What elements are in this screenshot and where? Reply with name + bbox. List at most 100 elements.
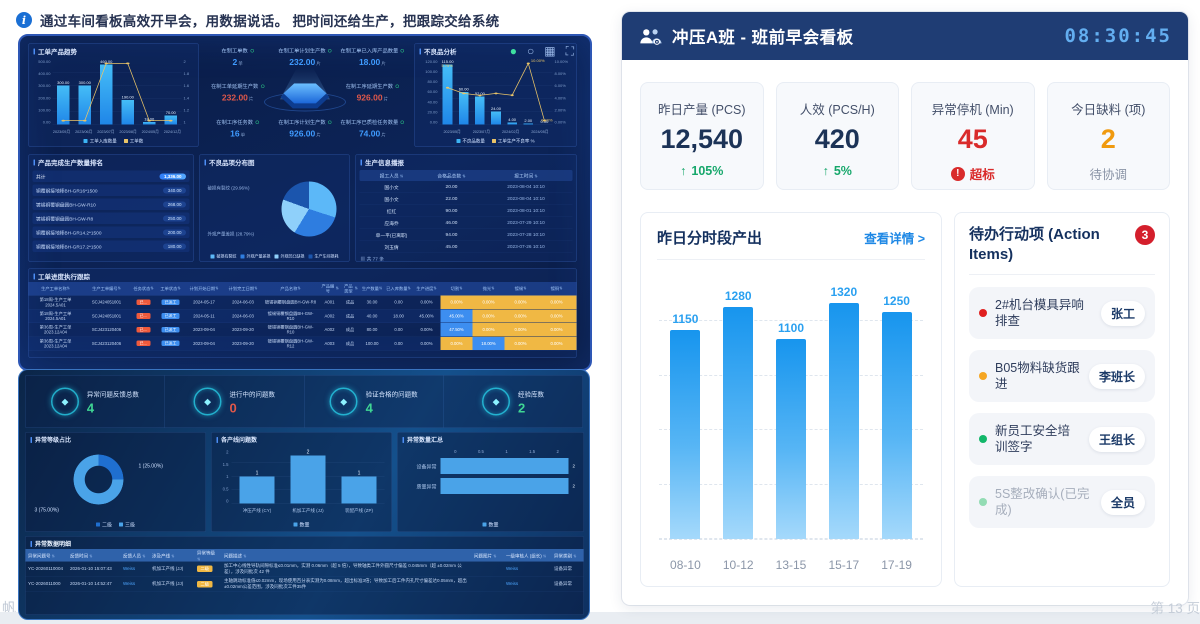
qualified-count: 94.00: [445, 232, 458, 238]
process-cell-polishing: 0.00%: [472, 295, 505, 309]
process-cell-tinning: 0.00%: [504, 336, 537, 350]
kpi-status: 待协调: [1089, 168, 1127, 182]
column-header[interactable]: 报工人员: [360, 172, 424, 180]
action-item[interactable]: 2#机台模具异响排查 张工: [969, 287, 1155, 339]
column-header[interactable]: 抛光: [473, 282, 505, 295]
defect-pie-chart: [281, 181, 337, 237]
quantity-pill: 200.00: [163, 229, 186, 236]
stat-task-planned-qty: 在制工序计划生产数 926.00片: [271, 112, 338, 148]
stored-qty: 0.00: [394, 340, 403, 346]
column-header[interactable]: 工单状态: [157, 282, 185, 295]
column-header[interactable]: 生产数量: [360, 282, 385, 295]
axis-tick: 0.00: [429, 119, 438, 125]
kpi-status: ! 超标: [912, 164, 1034, 183]
stat-stored-qty: 在制工单已入库产品数量 18.00片: [339, 41, 406, 77]
bar-value: 1320: [830, 285, 858, 299]
action-item[interactable]: 5S整改确认(已完成) 全员: [969, 476, 1155, 528]
arrow-up-icon: ↑: [822, 164, 829, 178]
info-icon: i: [16, 12, 32, 28]
column-header[interactable]: 计划开始日期: [185, 282, 224, 295]
column-header[interactable]: 镀锡: [505, 282, 537, 295]
column-header[interactable]: 生产工单编号: [83, 282, 131, 295]
column-header[interactable]: 一级审核人 (组长): [504, 552, 552, 561]
axis-tick: 2023/07月: [97, 129, 115, 135]
column-header[interactable]: 合格品总数: [424, 172, 480, 180]
panel-title: 不良品项分布图: [200, 155, 350, 169]
panel-production-feed: 生产信息播报 报工人员合格品总数报工时间 国小文 20.00 2023-08-0…: [355, 154, 577, 262]
abnormal-stat-row: ◆ 异常问题反馈总数 4 ◆ 进行中的问题数 0 ◆ 验证合格的问题数 4 ◆ 经验库…: [25, 375, 583, 428]
production-line: 机加工产线 (JJ): [152, 581, 184, 587]
column-header[interactable]: 产品编号: [319, 282, 341, 295]
abnormal-dashboard-screenshot[interactable]: ◆ 异常问题反馈总数 4 ◆ 进行中的问题数 0 ◆ 验证合格的问题数 4 ◆ 经验库…: [18, 369, 590, 620]
stat-total-feedback: ◆ 异常问题反馈总数 4: [26, 375, 165, 428]
column-header[interactable]: 任务状态: [131, 282, 157, 295]
column-header[interactable]: 异常等级: [195, 549, 222, 564]
quantity-pill: 1,336.00: [159, 173, 186, 180]
report-time: 2023-07-26 10:10: [507, 244, 545, 250]
production-qty: 40.00: [366, 313, 378, 319]
column-header[interactable]: 反馈时间: [68, 552, 121, 561]
legend-swatch: [456, 138, 461, 143]
action-item[interactable]: B05物料缺货跟进 李班长: [969, 350, 1155, 402]
column-header[interactable]: 切割: [441, 282, 473, 295]
stored-qty: 0.00: [394, 299, 403, 305]
axis-tick: 1: [183, 119, 186, 125]
fullscreen-icon: ⛶: [565, 44, 574, 58]
bar-column: 190.00: [117, 60, 139, 125]
column-header[interactable]: 问题图片: [472, 552, 504, 561]
plan-end-date: 2023-09-20: [232, 327, 254, 333]
bar: [775, 339, 806, 539]
feed-rows: 国小文 20.00 2023-08-04 10:10 国小文 22.00 202…: [356, 181, 577, 253]
panel-title: 工单进度执行跟踪: [29, 269, 577, 283]
bar: [442, 64, 453, 125]
action-item[interactable]: 新员工安全培训签字 王组长: [969, 413, 1155, 465]
line-marker: [494, 92, 498, 95]
product-type: 成品: [345, 327, 355, 333]
production-dashboard-screenshot[interactable]: ● ○ ▦ ⛶ 工单产品趋势 500.00 400.00 300.00 200.00 1…: [18, 34, 592, 371]
process-cell-coppering: 0.00%: [536, 309, 577, 323]
column-header[interactable]: 产品类型: [341, 282, 360, 295]
column-header[interactable]: 已入库数量: [385, 282, 413, 295]
line-marker: [168, 119, 173, 122]
column-header[interactable]: 问题描述: [222, 552, 472, 561]
axis-tick: 2024/12月: [163, 129, 182, 135]
column-header[interactable]: 产品名称: [263, 282, 319, 295]
feedback-person: Weiss: [123, 581, 136, 587]
legend-swatch: [96, 522, 100, 527]
bar-value: 1: [357, 470, 361, 477]
refresh-icon: ○: [527, 44, 535, 58]
workorder-count-line: [61, 62, 173, 122]
ranking-row: 铜覆钢接地棒BH-GR14.2*1500 200.00: [32, 226, 190, 238]
view-details-link[interactable]: 查看详情 >: [864, 232, 925, 246]
task-status: 已…: [131, 296, 157, 309]
worker-name: 国小文: [384, 196, 399, 203]
task-status: 已…: [131, 309, 157, 322]
status-dot-icon: [979, 309, 987, 317]
column-header[interactable]: 报工时间: [480, 172, 573, 180]
bar-column: 1150: [659, 285, 712, 539]
column-header[interactable]: 计划完工日期: [224, 282, 263, 295]
column-header[interactable]: 生产进度: [413, 282, 441, 295]
axis-tick: 10-12: [722, 558, 754, 572]
axis-tick: 10.00%: [554, 59, 569, 65]
plan-end-date: 2024-06-03: [232, 313, 254, 319]
bar: [523, 123, 534, 125]
column-header[interactable]: 生产工单名称: [29, 282, 83, 295]
order-name: 第18周-生产工单2024.5A01: [39, 310, 72, 321]
issue-description: 主轴跳动标准值≤0.02mm，现场使用百分表实测为0.08mm，超出标准3倍；导…: [224, 578, 467, 590]
column-header[interactable]: 反馈人员: [121, 552, 150, 561]
production-qty: 30.00: [366, 299, 378, 305]
column-header[interactable]: 异常类别: [552, 552, 584, 561]
bar: [239, 476, 275, 504]
level-donut-chart: [73, 454, 124, 505]
progress-row: 第36周-生产工单2023.12A04 SCJ423120406 已… 已派工 …: [28, 336, 577, 351]
column-header[interactable]: 涉及产线: [150, 552, 195, 561]
feed-row: 刘玉倩 45.00 2023-07-26 10:10: [359, 241, 573, 253]
feedback-time: 2026-01-10 14:52:47: [70, 581, 112, 587]
column-header[interactable]: 镀铜: [537, 282, 577, 295]
axis-tick: 0.5: [222, 486, 229, 492]
y-axis-left: 120.00 100.00 80.00 60.00 40.00 20.00 0.00: [417, 60, 438, 125]
column-header[interactable]: 异常问题号: [26, 552, 68, 561]
axis-tick: 冲压产线 (CY): [242, 508, 272, 513]
x-axis-labels: 2023/05月 2023/07月 2024/02月 2024/05月: [438, 129, 555, 135]
